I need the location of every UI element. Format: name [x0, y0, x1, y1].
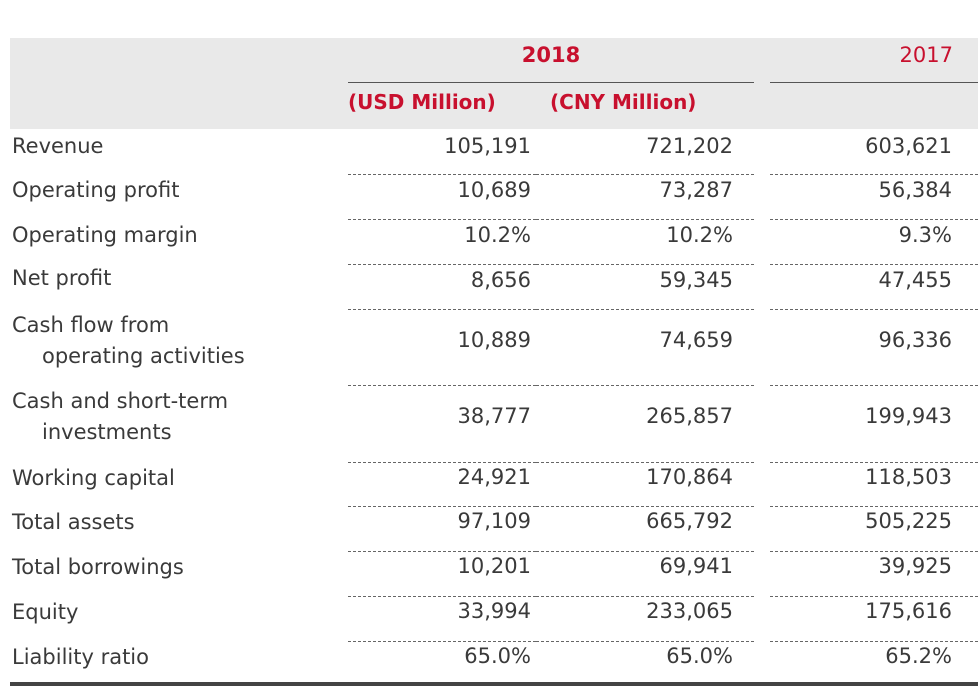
row-divider: [770, 506, 978, 507]
row-label: Cash flow from operating activities: [12, 313, 245, 368]
cny-2018-cell: 233,065: [646, 599, 733, 623]
row-label: Liability ratio: [12, 645, 149, 669]
cny-2017-cell: 9.3%: [898, 223, 952, 247]
row-divider: [536, 219, 754, 220]
table-row: Liability ratio 65.0% 65.0% 65.2%: [10, 642, 978, 682]
row-label: Total assets: [12, 510, 135, 534]
table-header: 2018 2017 (USD Million) (CNY Million): [10, 38, 978, 129]
year-2018-heading: 2018: [521, 43, 581, 67]
row-divider: [536, 309, 754, 310]
cny-2018-cell: 721,202: [646, 134, 733, 158]
row-divider: [348, 506, 536, 507]
row-divider: [348, 309, 536, 310]
cny-2018-cell: 65.0%: [666, 644, 733, 668]
table-bottom-rule: [10, 682, 978, 686]
row-divider: [536, 641, 754, 642]
cny-2018-cell: 265,857: [646, 404, 733, 428]
table-row: Operating margin 10.2% 10.2% 9.3%: [10, 220, 978, 264]
cny-2017-cell: 603,621: [865, 134, 952, 158]
row-label: Operating margin: [12, 223, 198, 247]
row-divider: [348, 596, 536, 597]
row-label: Net profit: [12, 266, 112, 290]
usd-2018-cell: 38,777: [457, 404, 531, 428]
row-label: Revenue: [12, 134, 104, 158]
unit-cny-heading: (CNY Million): [550, 90, 697, 114]
row-divider: [770, 174, 978, 175]
row-label: Equity: [12, 600, 79, 624]
table-row: Operating profit 10,689 73,287 56,384: [10, 175, 978, 219]
table-row: Total assets 97,109 665,792 505,225: [10, 507, 978, 551]
cny-2017-cell: 47,455: [878, 268, 952, 292]
cny-2018-cell: 170,864: [646, 465, 733, 489]
row-label: Working capital: [12, 466, 175, 490]
row-divider: [536, 462, 754, 463]
row-divider: [770, 309, 978, 310]
cny-2018-cell: 73,287: [659, 178, 733, 202]
cny-2017-cell: 199,943: [865, 404, 952, 428]
row-label: Total borrowings: [12, 555, 184, 579]
financial-summary-table: 2018 2017 (USD Million) (CNY Million) Re…: [10, 38, 978, 688]
row-divider: [536, 174, 754, 175]
cny-2018-cell: 10.2%: [666, 223, 733, 247]
table-row: Net profit 8,656 59,345 47,455: [10, 265, 978, 309]
usd-2018-cell: 65.0%: [464, 644, 531, 668]
row-divider: [348, 174, 536, 175]
usd-2018-cell: 10,689: [457, 178, 531, 202]
usd-2018-cell: 105,191: [444, 134, 531, 158]
row-divider: [536, 385, 754, 386]
table-row: Total borrowings 10,201 69,941 39,925: [10, 552, 978, 596]
cny-2017-cell: 39,925: [878, 554, 952, 578]
cny-2017-cell: 175,616: [865, 599, 952, 623]
row-divider: [348, 385, 536, 386]
cny-2018-cell: 74,659: [659, 328, 733, 352]
row-divider: [536, 551, 754, 552]
row-label: Cash and short-term investments: [12, 389, 229, 444]
row-divider: [348, 551, 536, 552]
row-divider: [770, 264, 978, 265]
cny-2018-cell: 69,941: [659, 554, 733, 578]
row-divider: [536, 596, 754, 597]
row-divider: [770, 551, 978, 552]
row-divider: [770, 596, 978, 597]
row-divider: [348, 264, 536, 265]
row-divider: [536, 506, 754, 507]
cny-2018-cell: 59,345: [659, 268, 733, 292]
row-divider: [348, 641, 536, 642]
cny-2017-cell: 65.2%: [885, 644, 952, 668]
cny-2018-cell: 665,792: [646, 509, 733, 533]
usd-2018-cell: 97,109: [457, 509, 531, 533]
cny-2017-cell: 505,225: [865, 509, 952, 533]
usd-2018-cell: 10,889: [457, 328, 531, 352]
usd-2018-cell: 10.2%: [464, 223, 531, 247]
table-row: Working capital 24,921 170,864 118,503: [10, 463, 978, 506]
table-row: Revenue 105,191 721,202 603,621: [10, 129, 978, 174]
row-divider: [348, 219, 536, 220]
cny-2017-cell: 96,336: [878, 328, 952, 352]
table-row: Cash flow from operating activities 10,8…: [10, 310, 978, 385]
cny-2017-cell: 56,384: [878, 178, 952, 202]
usd-2018-cell: 10,201: [457, 554, 531, 578]
table-row: Equity 33,994 233,065 175,616: [10, 597, 978, 641]
row-divider: [770, 385, 978, 386]
unit-usd-heading: (USD Million): [348, 90, 496, 114]
year-2018-rule: [348, 82, 754, 83]
cny-2017-cell: 118,503: [865, 465, 952, 489]
row-divider: [770, 219, 978, 220]
row-divider: [348, 462, 536, 463]
table-row: Cash and short-term investments 38,777 2…: [10, 386, 978, 462]
row-divider: [770, 641, 978, 642]
year-2017-rule: [770, 82, 978, 83]
row-divider: [770, 462, 978, 463]
row-divider: [536, 264, 754, 265]
usd-2018-cell: 8,656: [470, 268, 531, 292]
usd-2018-cell: 33,994: [457, 599, 531, 623]
row-label: Operating profit: [12, 178, 180, 202]
usd-2018-cell: 24,921: [457, 465, 531, 489]
year-2017-heading: 2017: [899, 43, 953, 67]
